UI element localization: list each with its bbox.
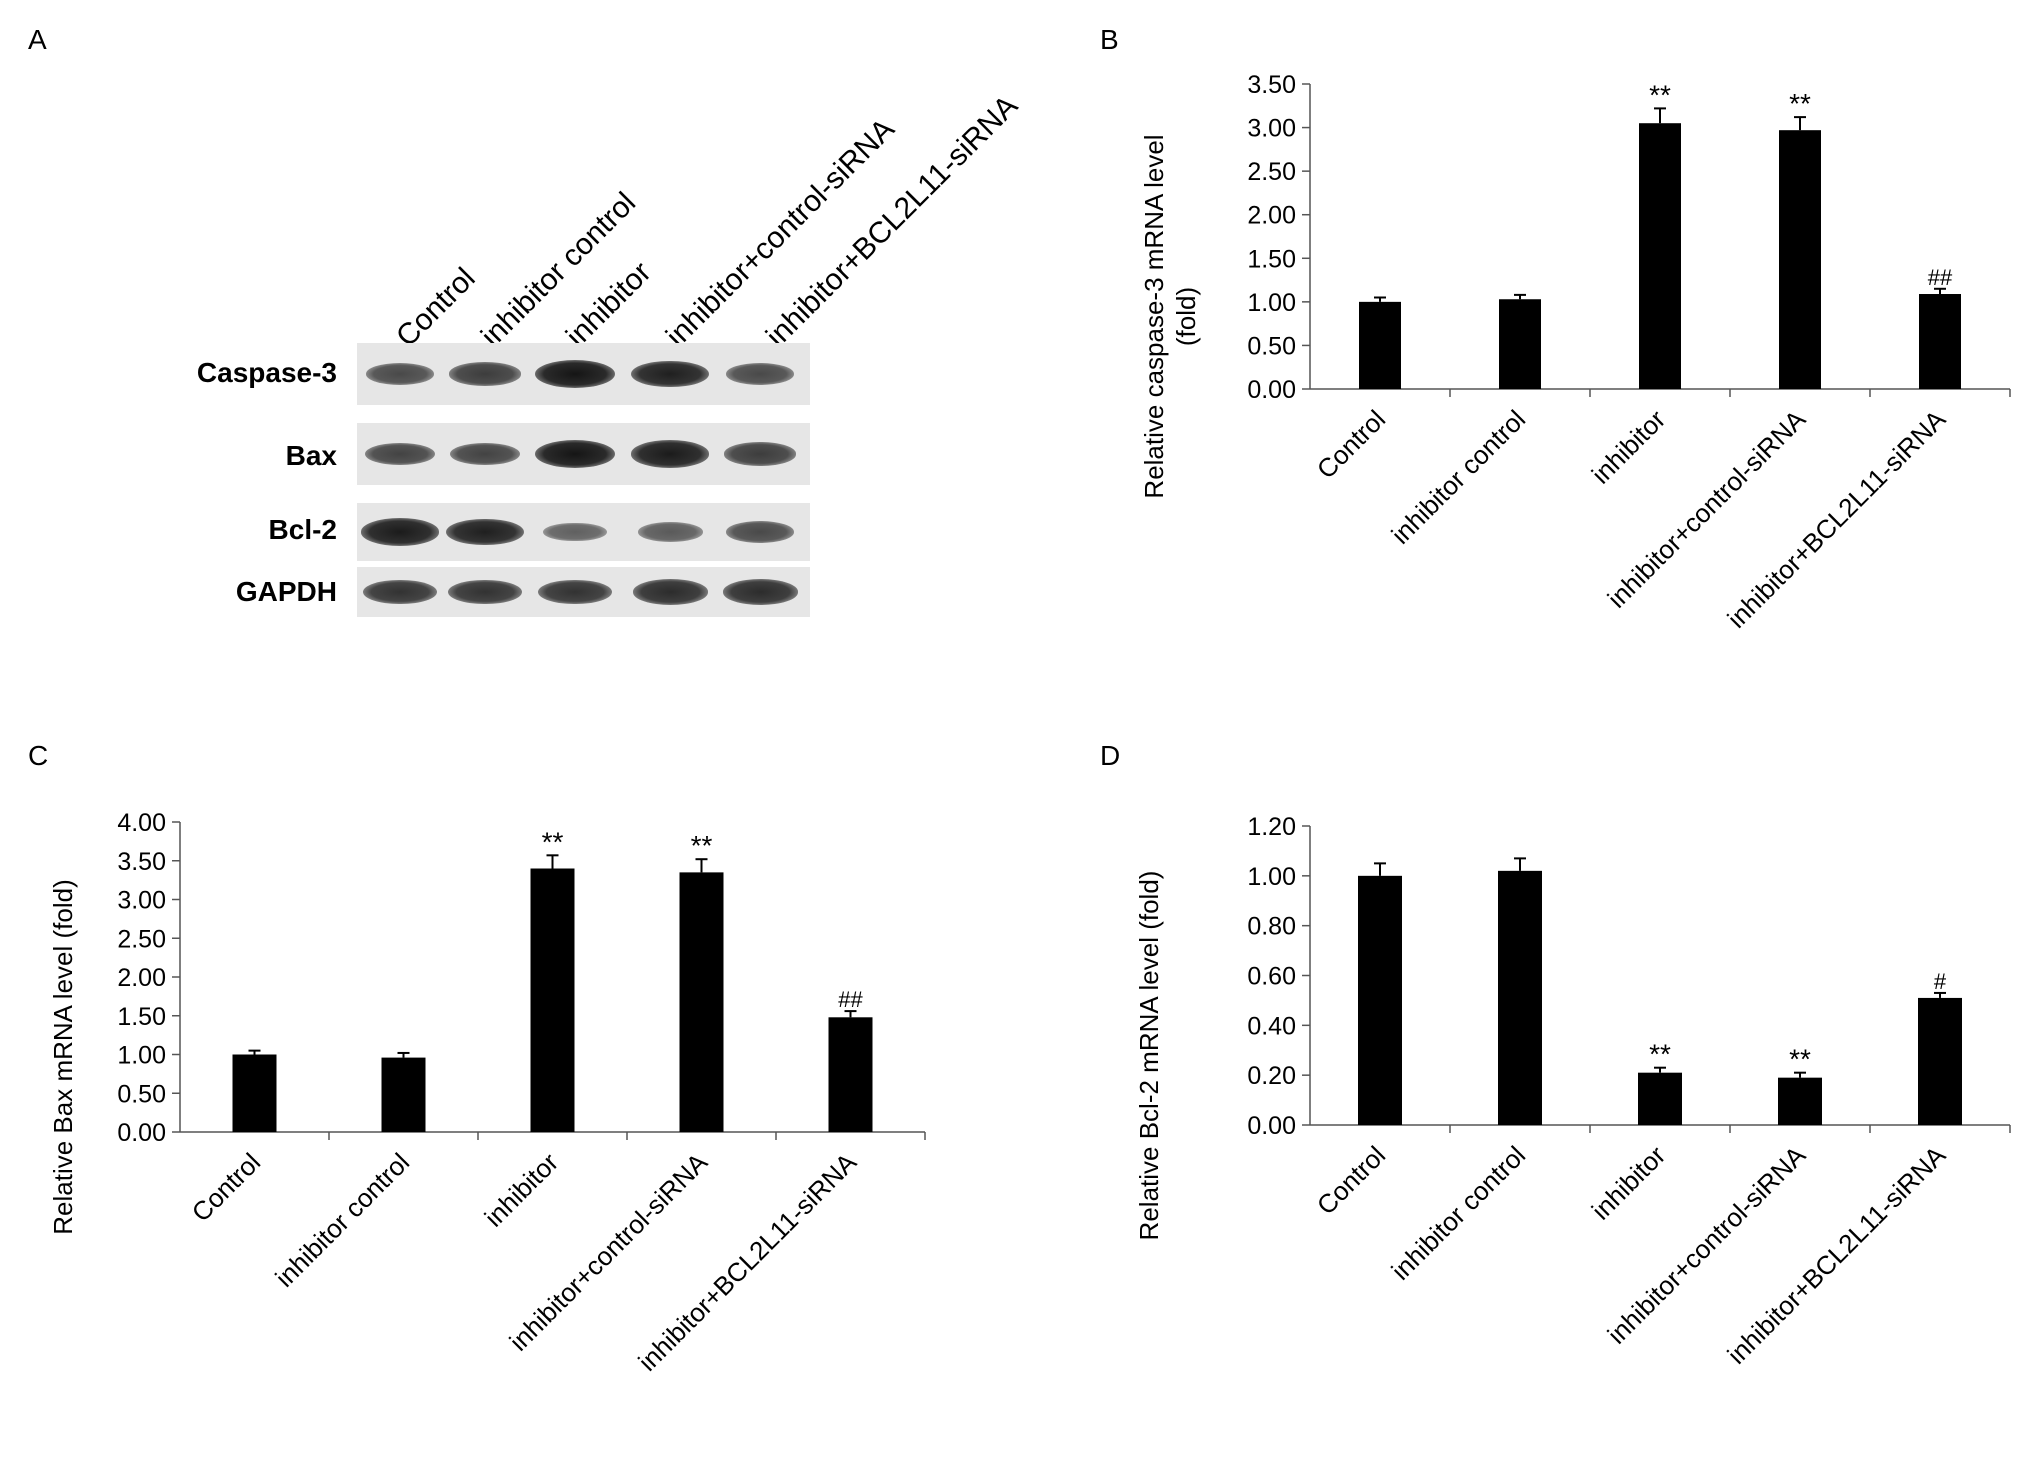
blot-band (360, 518, 440, 546)
bar (828, 1017, 873, 1132)
y-tick-label: 0.00 (1247, 376, 1296, 404)
y-axis-label: Relative Bax mRNA level (fold) (48, 879, 78, 1234)
significance-label: ## (1928, 265, 1953, 290)
y-tick-label: 0.50 (1247, 332, 1296, 360)
panel-label-a: A (28, 24, 47, 55)
blot-band (450, 442, 520, 466)
bcl-2-bar-chart: 0.000.200.400.600.801.001.20Controlinhib… (1134, 813, 2011, 1370)
blot-band (535, 360, 615, 388)
y-tick-label: 1.00 (1247, 289, 1296, 317)
blot-band (632, 579, 708, 605)
bar (1779, 130, 1821, 389)
blot-row-label: Caspase-3 (196, 357, 337, 388)
bar (1358, 875, 1402, 1125)
y-tick-label: 3.50 (1247, 71, 1296, 99)
lane-label: Control (390, 261, 482, 354)
blot-row-label: Bcl-2 (268, 514, 337, 545)
x-tick-label: inhibitor (479, 1147, 565, 1233)
bar (381, 1057, 426, 1132)
lane-label: inhibitor control (475, 186, 643, 354)
blot-band (449, 362, 521, 386)
blot-band (543, 522, 607, 542)
blot-band (725, 521, 795, 543)
y-tick-label: 1.50 (1247, 245, 1296, 273)
y-tick-label: 1.20 (1247, 813, 1296, 841)
y-tick-label: 0.20 (1247, 1062, 1296, 1090)
panel-label-c: C (28, 740, 49, 771)
y-tick-label: 1.50 (117, 1003, 166, 1031)
bar (1359, 301, 1401, 389)
y-tick-label: 2.00 (1247, 202, 1296, 230)
panel-label-b: B (1100, 24, 1119, 55)
blot-band (448, 579, 522, 605)
x-tick-label: Control (186, 1147, 266, 1227)
y-tick-label: 0.60 (1247, 963, 1296, 991)
significance-label: ** (542, 826, 564, 857)
y-tick-label: 3.00 (1247, 115, 1296, 143)
significance-label: ** (1649, 79, 1671, 110)
significance-label: ** (1649, 1039, 1671, 1070)
y-tick-label: 0.80 (1247, 913, 1296, 941)
y-axis-label: (fold) (1171, 287, 1201, 346)
bar (232, 1054, 277, 1132)
blot-band (637, 522, 703, 542)
x-tick-label: Control (1311, 404, 1391, 484)
bar (679, 872, 724, 1132)
blot-band (446, 518, 524, 546)
blot-band (631, 360, 709, 388)
x-tick-label: inhibitor (1586, 1140, 1672, 1226)
bar (1638, 1072, 1682, 1125)
significance-label: # (1934, 969, 1947, 994)
western-blot-panel: Control inhibitor control inhibitor inhi… (0, 0, 1024, 660)
bar (1639, 123, 1681, 389)
y-axis-label: Relative Bcl-2 mRNA level (fold) (1134, 871, 1164, 1241)
blot-band (722, 579, 798, 605)
x-tick-label: inhibitor (1586, 404, 1672, 490)
y-tick-label: 0.00 (1247, 1112, 1296, 1140)
blot-row-label: GAPDH (235, 576, 337, 607)
x-tick-label: inhibitor control (1385, 404, 1531, 550)
significance-label: ## (838, 987, 863, 1012)
y-tick-label: 1.00 (117, 1042, 166, 1070)
y-tick-label: 3.50 (117, 848, 166, 876)
y-tick-label: 0.40 (1247, 1012, 1296, 1040)
bar (1918, 997, 1962, 1125)
blot-band (365, 442, 435, 466)
bar (1499, 299, 1541, 389)
y-tick-label: 0.50 (117, 1080, 166, 1108)
blot-band (630, 440, 710, 468)
y-tick-label: 3.00 (117, 887, 166, 915)
y-tick-label: 2.50 (117, 925, 166, 953)
y-tick-label: 2.50 (1247, 158, 1296, 186)
y-axis-label: Relative caspase-3 mRNA level (1139, 134, 1169, 498)
caspase-3-bar-chart: 0.000.501.001.502.002.503.003.50Controli… (1139, 71, 2011, 634)
blot-band (363, 579, 437, 605)
bax-bar-chart: 0.00 0.50 1.00 1.50 2.00 2.50 3.00 3.50 4.00 Cont… (48, 809, 926, 1377)
panel-label-d: D (1100, 740, 1121, 771)
x-tick-label: inhibitor control (269, 1147, 415, 1293)
significance-label: ** (691, 830, 713, 861)
bar (530, 868, 575, 1132)
bar (1919, 294, 1961, 389)
bar (1778, 1077, 1822, 1125)
blot-band (725, 363, 795, 385)
blot-band (538, 579, 612, 605)
blot-row-label: Bax (285, 440, 337, 471)
bar (1498, 870, 1542, 1125)
significance-label: ** (1789, 88, 1811, 119)
y-tick-label: 0.00 (117, 1119, 166, 1147)
blot-band (365, 363, 435, 385)
y-tick-label: 1.00 (1247, 863, 1296, 891)
x-tick-label: inhibitor control (1385, 1140, 1531, 1286)
blot-band (535, 440, 615, 468)
y-tick-label: 2.00 (117, 964, 166, 992)
significance-label: ** (1789, 1044, 1811, 1075)
y-tick-label: 4.00 (117, 809, 166, 837)
blot-band (724, 442, 796, 466)
x-tick-label: Control (1311, 1140, 1391, 1220)
